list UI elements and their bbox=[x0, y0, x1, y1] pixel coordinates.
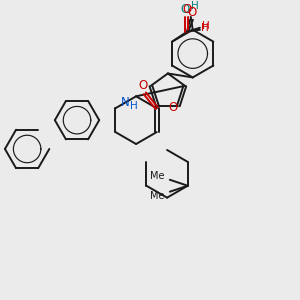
Text: H: H bbox=[130, 101, 138, 111]
Text: N: N bbox=[121, 96, 130, 109]
Text: H: H bbox=[191, 1, 199, 11]
Text: Me: Me bbox=[150, 191, 165, 201]
Text: O: O bbox=[182, 3, 192, 16]
Text: O: O bbox=[187, 6, 196, 19]
Text: O: O bbox=[168, 101, 178, 114]
Text: O: O bbox=[138, 79, 148, 92]
Text: H: H bbox=[201, 23, 209, 33]
Text: Me: Me bbox=[150, 171, 165, 181]
Text: O: O bbox=[180, 3, 189, 16]
Text: H: H bbox=[202, 21, 210, 31]
